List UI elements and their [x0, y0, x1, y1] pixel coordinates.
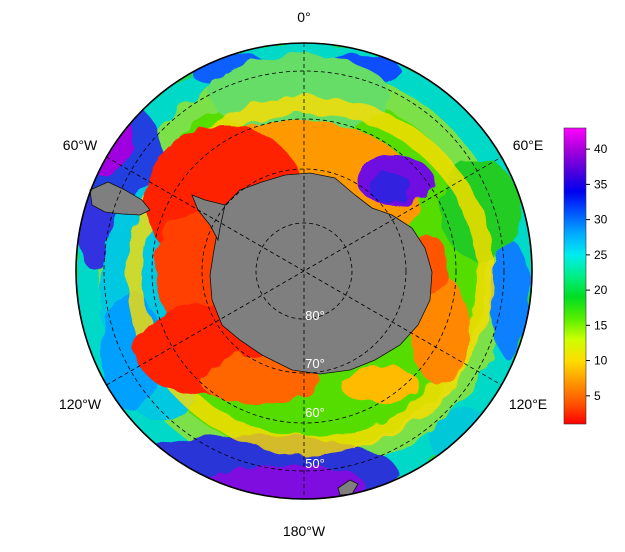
colorbar-tick-label: 15 — [594, 318, 608, 332]
meridian-lines — [106, 43, 502, 499]
colorbar-tick-label: 30 — [594, 213, 608, 227]
lon-label-120e: 120°E — [509, 396, 547, 412]
lat-label-70: 70° — [305, 356, 325, 371]
colorbar-tick-label: 40 — [594, 142, 608, 156]
lon-label-120w: 120°W — [59, 396, 102, 412]
lat-label-50: 50° — [305, 456, 325, 471]
lon-label-180: 180°W — [283, 523, 326, 539]
lon-label-60e: 60°E — [513, 137, 544, 153]
colorbar-gradient — [563, 127, 587, 425]
colorbar: 5 10 15 20 25 30 35 40 — [563, 127, 608, 425]
colorbar-tick-label: 5 — [594, 389, 601, 403]
colorbar-tick-label: 35 — [594, 177, 608, 191]
colorbar-ticks: 5 10 15 20 25 30 35 40 — [586, 142, 608, 403]
south-america-landmass — [89, 181, 151, 216]
antarctic-peninsula — [191, 194, 226, 242]
lat-label-80: 80° — [305, 308, 325, 323]
globe-border — [75, 42, 533, 500]
colorbar-tick-label: 10 — [594, 354, 608, 368]
lon-label-0: 0° — [297, 9, 310, 25]
lon-label-60w: 60°W — [63, 137, 98, 153]
antarctica-landmass — [209, 172, 433, 375]
new-zealand-landmass — [337, 479, 359, 496]
colorbar-tick-label: 25 — [594, 248, 608, 262]
lat-label-60: 60° — [305, 405, 325, 420]
colorbar-tick-label: 20 — [594, 283, 608, 297]
